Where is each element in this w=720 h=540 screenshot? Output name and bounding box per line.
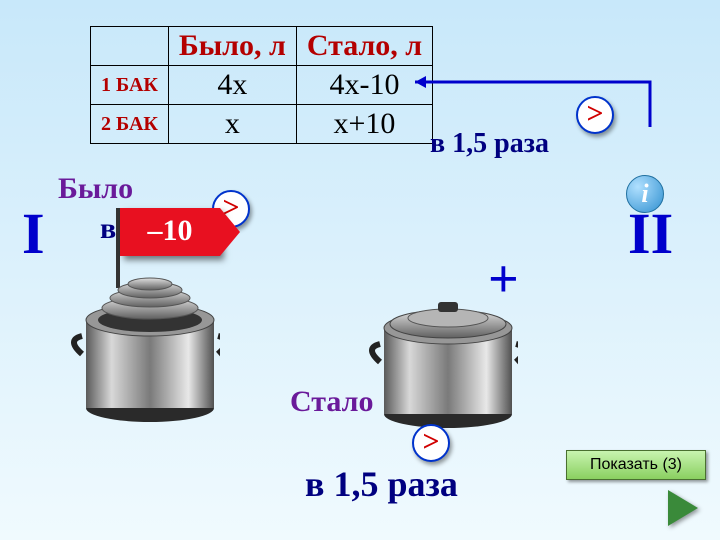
label-was: Было (58, 172, 133, 206)
info-icon[interactable]: i (626, 175, 664, 213)
pot-one (60, 258, 220, 428)
row2-was: x (168, 105, 296, 144)
gt-badge-bottom: > (412, 424, 450, 462)
play-icon[interactable] (668, 490, 698, 526)
ratio-bottom-text: в 1,5 раза (305, 463, 458, 505)
gt-badge-top: > (576, 96, 614, 134)
row1-label: 1 БАК (91, 66, 169, 105)
label-became: Стало (290, 385, 373, 419)
show-button[interactable]: Показать (3) (566, 450, 706, 480)
header-was: Было, л (168, 27, 296, 66)
arrow-top (410, 72, 660, 132)
header-empty (91, 27, 169, 66)
roman-one: I (22, 200, 45, 267)
pot-two (358, 278, 518, 438)
row1-was: 4x (168, 66, 296, 105)
data-table: Было, л Стало, л 1 БАК 4x 4x-10 2 БАК x … (90, 26, 433, 144)
ratio-top-text: в 1,5 раза (430, 128, 549, 160)
header-became: Стало, л (296, 27, 432, 66)
flag-minus-ten: –10 (120, 208, 220, 256)
row2-label: 2 БАК (91, 105, 169, 144)
